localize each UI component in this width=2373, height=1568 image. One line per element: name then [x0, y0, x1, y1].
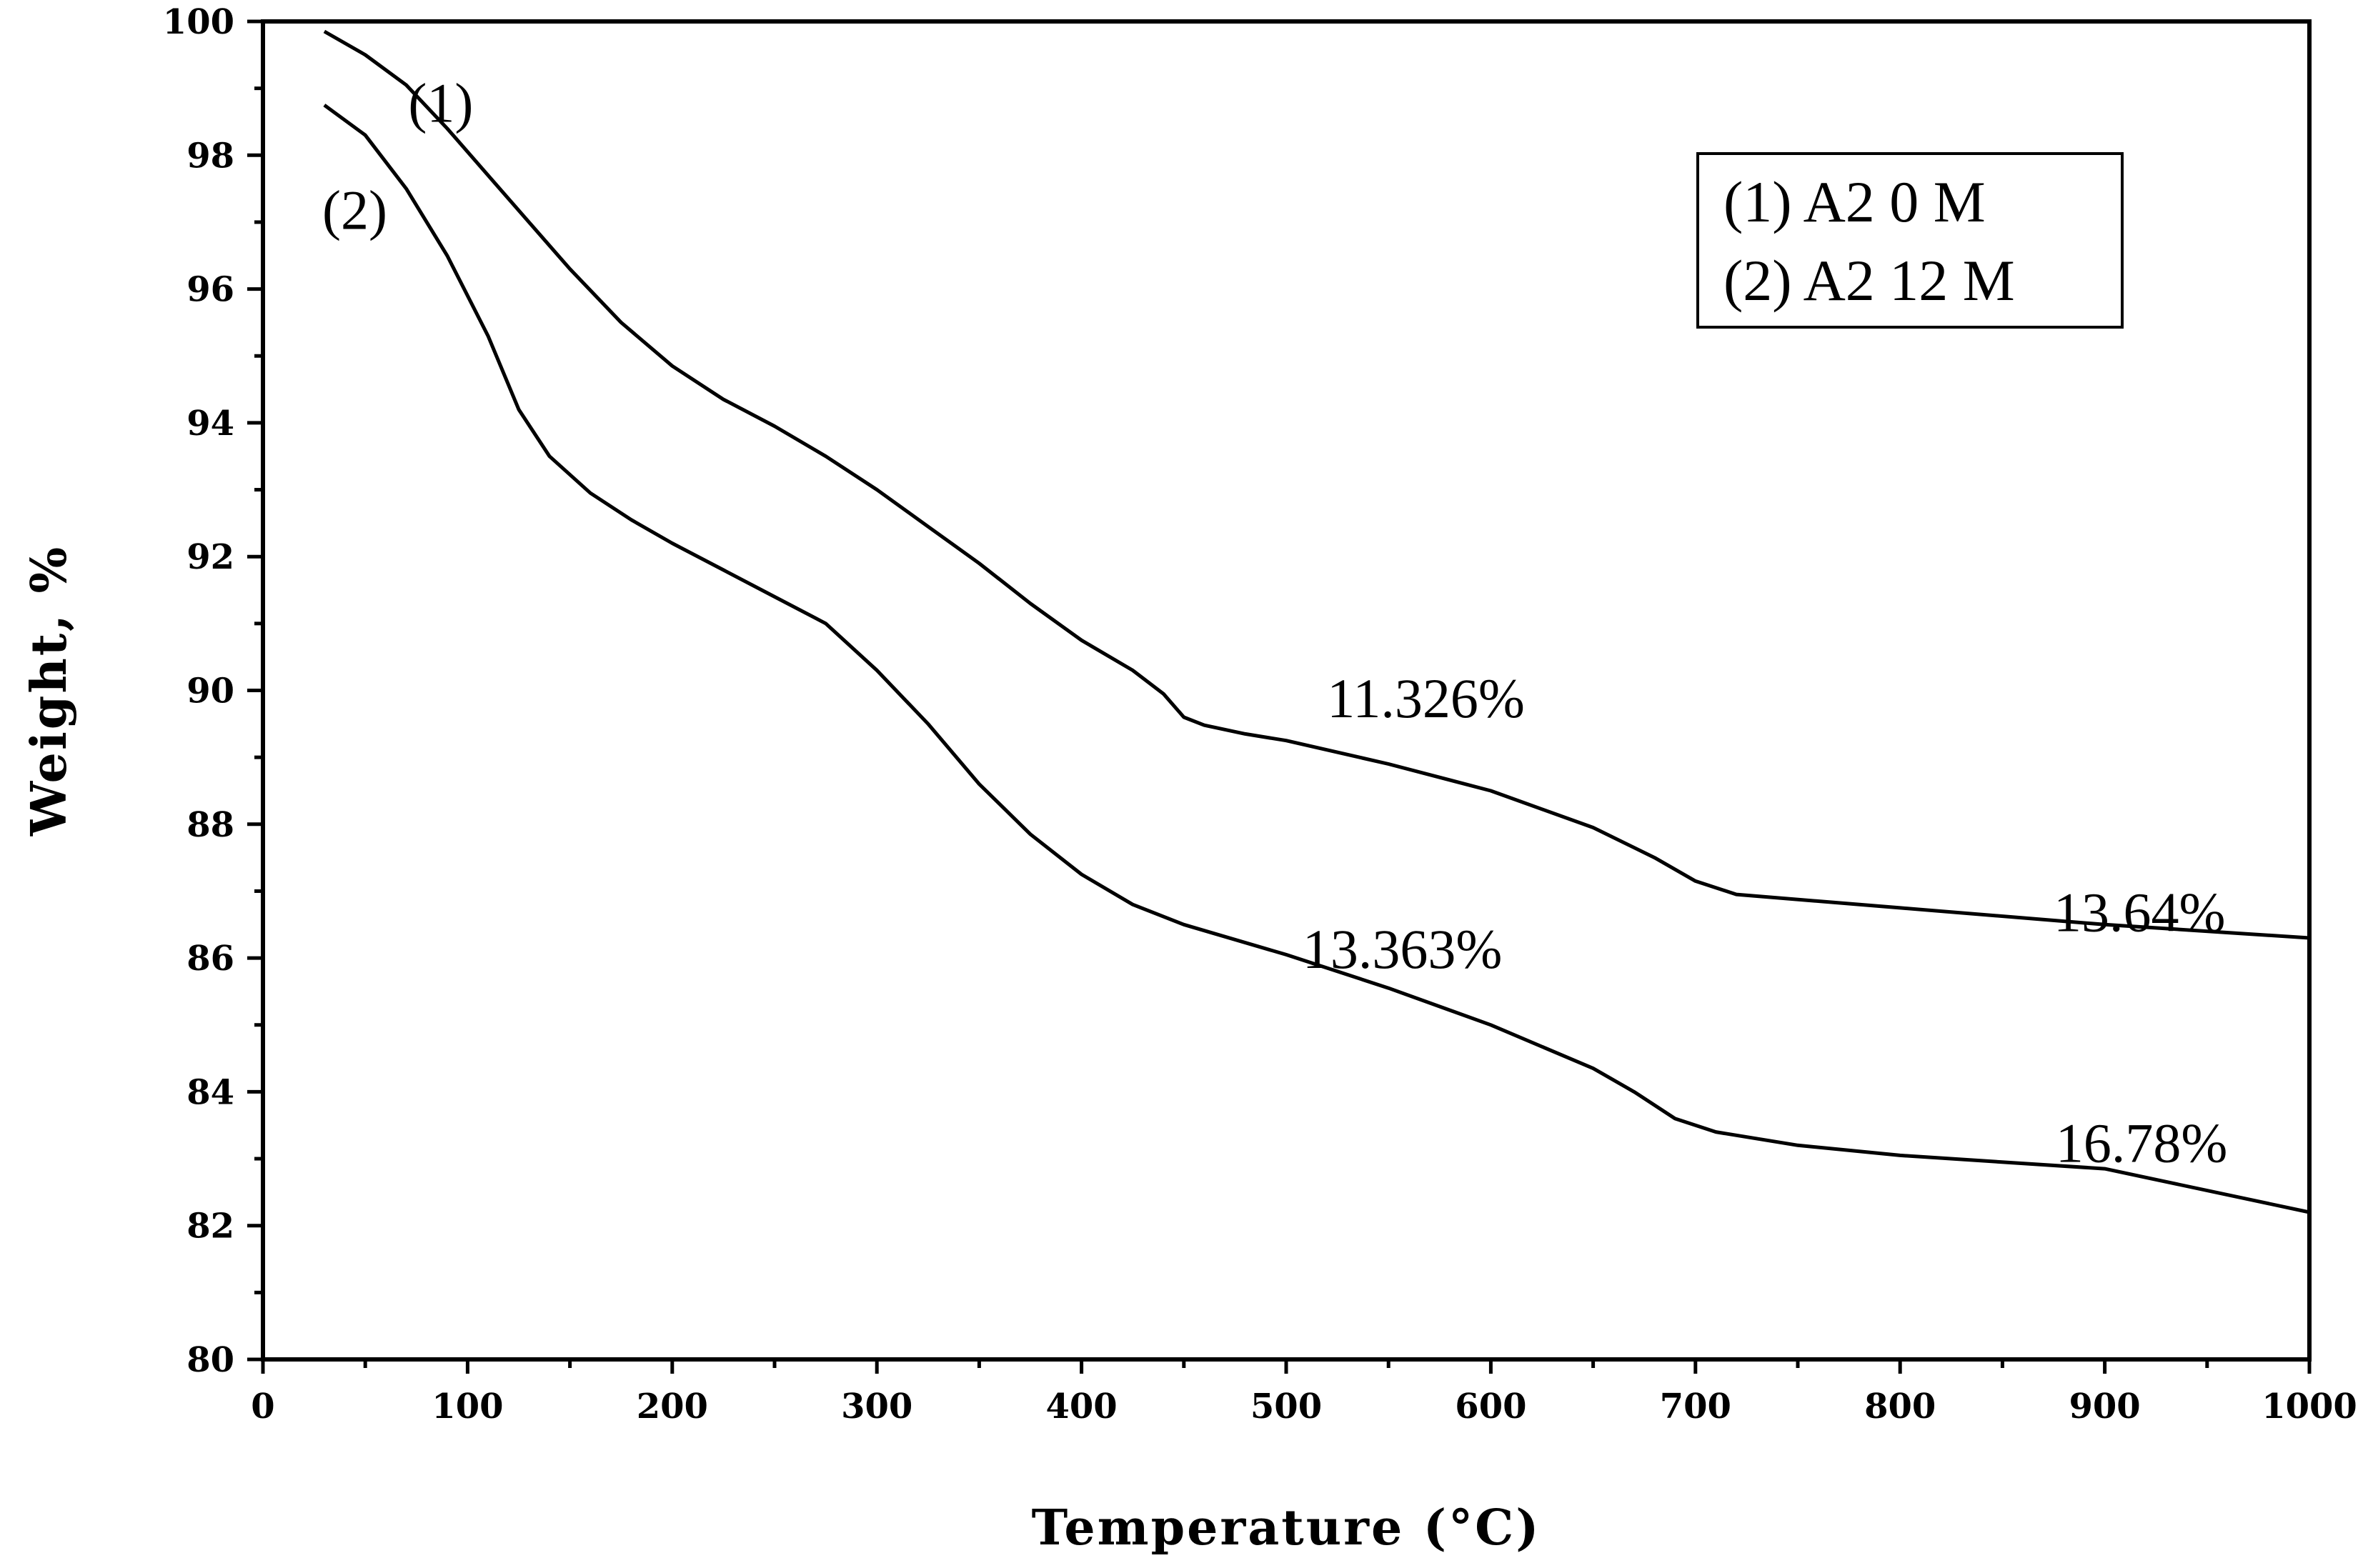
- y-tick-label: 98: [186, 136, 234, 176]
- annotation-label: 13.363%: [1303, 918, 1502, 980]
- annotation-label: 11.326%: [1327, 667, 1525, 729]
- series-label-1: (1): [408, 71, 473, 134]
- legend-box: [1696, 152, 2124, 329]
- x-tick-label: 700: [1660, 1387, 1731, 1427]
- x-tick-label: 100: [432, 1387, 503, 1427]
- x-axis-title: Temperature (°C): [1032, 1499, 1541, 1557]
- x-tick-label: 200: [637, 1387, 708, 1427]
- series-line-1: [323, 29, 2310, 940]
- x-tick-labels: 0 100 200 300 400 500 600 700 800 900 1000: [251, 1387, 2357, 1427]
- series-layer: (1) (2): [322, 29, 2310, 1214]
- y-axis-title: Weight, %: [21, 545, 78, 837]
- annotations: 11.326% 13.64% 13.363% 16.78%: [1303, 667, 2227, 1174]
- x-tick-label: 500: [1250, 1387, 1322, 1427]
- y-tick-label: 100: [163, 2, 234, 42]
- y-tick-label: 92: [186, 537, 234, 577]
- x-tick-label: 900: [2069, 1387, 2140, 1427]
- y-tick-label: 88: [186, 805, 234, 845]
- x-tick-label: 800: [1864, 1387, 1936, 1427]
- legend: (1) A2 0 M (2) A2 12 M: [1696, 152, 2124, 329]
- x-tick-label: 0: [251, 1387, 274, 1427]
- annotation-label: 13.64%: [2054, 882, 2225, 944]
- legend-entry-1: (1) A2 0 M: [1723, 169, 1986, 234]
- y-tick-label: 90: [186, 671, 234, 711]
- legend-entry-2: (2) A2 12 M: [1723, 248, 2015, 313]
- series-line-2: [323, 104, 2310, 1214]
- x-tick-label: 1000: [2262, 1387, 2357, 1427]
- y-tick-label: 94: [186, 404, 234, 444]
- series-label-2: (2): [322, 179, 387, 241]
- y-tick-label: 84: [186, 1072, 234, 1112]
- y-tick-label: 86: [186, 939, 234, 979]
- y-tick-labels: 80 82 84 86 88 90 92 94 96 98 100: [163, 2, 234, 1380]
- x-tick-label: 600: [1455, 1387, 1526, 1427]
- y-tick-label: 82: [186, 1207, 234, 1247]
- x-tick-label: 300: [841, 1387, 912, 1427]
- y-tick-label: 80: [186, 1340, 234, 1380]
- y-tick-label: 96: [186, 270, 234, 310]
- x-tick-label: 400: [1045, 1387, 1117, 1427]
- axis-ticks: [247, 19, 2312, 1374]
- annotation-label: 16.78%: [2056, 1112, 2227, 1174]
